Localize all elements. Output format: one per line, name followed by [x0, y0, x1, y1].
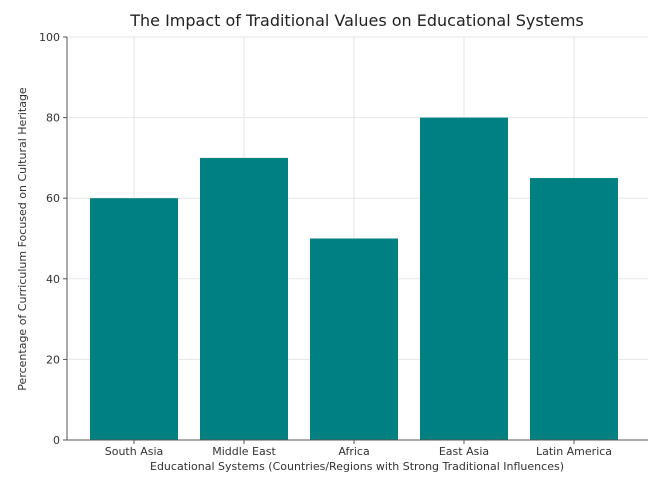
y-tick-label: 0: [53, 434, 60, 447]
y-tick-label: 80: [46, 112, 60, 125]
x-axis-label: Educational Systems (Countries/Regions w…: [150, 460, 564, 473]
bar-east-asia: [420, 117, 508, 440]
y-tick-label: 20: [46, 353, 60, 366]
bar-middle-east: [200, 157, 288, 440]
axes: [66, 37, 648, 441]
x-tick-label: East Asia: [439, 445, 489, 458]
bar-latin-america: [530, 178, 618, 441]
chart-title: The Impact of Traditional Values on Educ…: [129, 11, 584, 30]
y-tick-label: 40: [46, 273, 60, 286]
x-tick-label: South Asia: [105, 445, 164, 458]
bars: [90, 117, 618, 441]
x-tick-label: Middle East: [212, 445, 276, 458]
bar-south-asia: [90, 198, 178, 440]
x-ticks: South Asia Middle East Africa East Asia Lati…: [105, 440, 612, 458]
y-axis-label: Percentage of Curriculum Focused on Cult…: [16, 87, 29, 391]
x-tick-label: Latin America: [536, 445, 612, 458]
y-tick-label: 100: [39, 31, 60, 44]
bar-africa: [310, 238, 398, 440]
x-tick-label: Africa: [338, 445, 369, 458]
y-tick-label: 60: [46, 192, 60, 205]
y-ticks: 0 20 40 60 80 100: [39, 31, 67, 447]
